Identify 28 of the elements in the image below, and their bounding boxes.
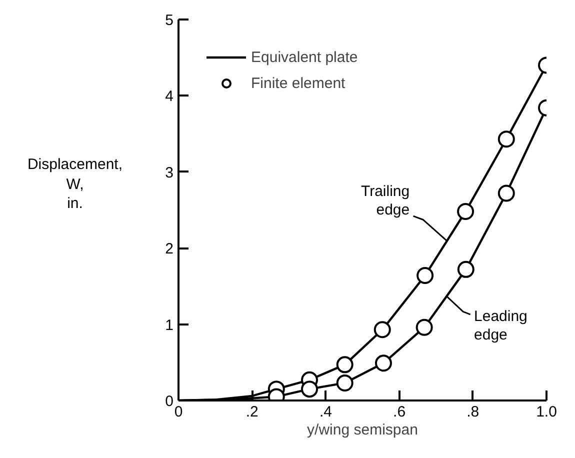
y-tick-label: 1 bbox=[165, 316, 174, 334]
annotation: Leading edge bbox=[474, 308, 528, 344]
y-axis-title: Displacement, W, in. bbox=[27, 155, 123, 214]
y-tick-label: 5 bbox=[165, 12, 174, 29]
x-tick-label: .6 bbox=[393, 404, 406, 420]
point bbox=[457, 260, 474, 278]
point bbox=[374, 354, 392, 372]
x-axis-title: y/wing semispan bbox=[307, 422, 418, 438]
y-tick-label: 0 bbox=[165, 393, 174, 410]
point bbox=[457, 203, 474, 220]
legend-label: Equivalent plate bbox=[251, 48, 358, 66]
point bbox=[416, 267, 434, 284]
point bbox=[498, 184, 515, 202]
point bbox=[374, 321, 391, 338]
x-tick-label: .2 bbox=[246, 404, 258, 420]
y-tick-label: 2 bbox=[165, 240, 174, 258]
y-tick-label: 4 bbox=[165, 88, 174, 106]
point bbox=[301, 380, 318, 398]
point bbox=[416, 318, 433, 336]
annotation: Trailing edge bbox=[360, 183, 410, 219]
x-tick-label: .4 bbox=[319, 404, 332, 420]
x-tick-label: 1.0 bbox=[536, 404, 557, 420]
legend-label: Finite element bbox=[251, 74, 346, 92]
y-tick-label: 3 bbox=[165, 164, 174, 182]
x-tick-label: .8 bbox=[466, 404, 480, 420]
point bbox=[498, 130, 515, 148]
point bbox=[336, 374, 354, 392]
point bbox=[336, 356, 354, 374]
